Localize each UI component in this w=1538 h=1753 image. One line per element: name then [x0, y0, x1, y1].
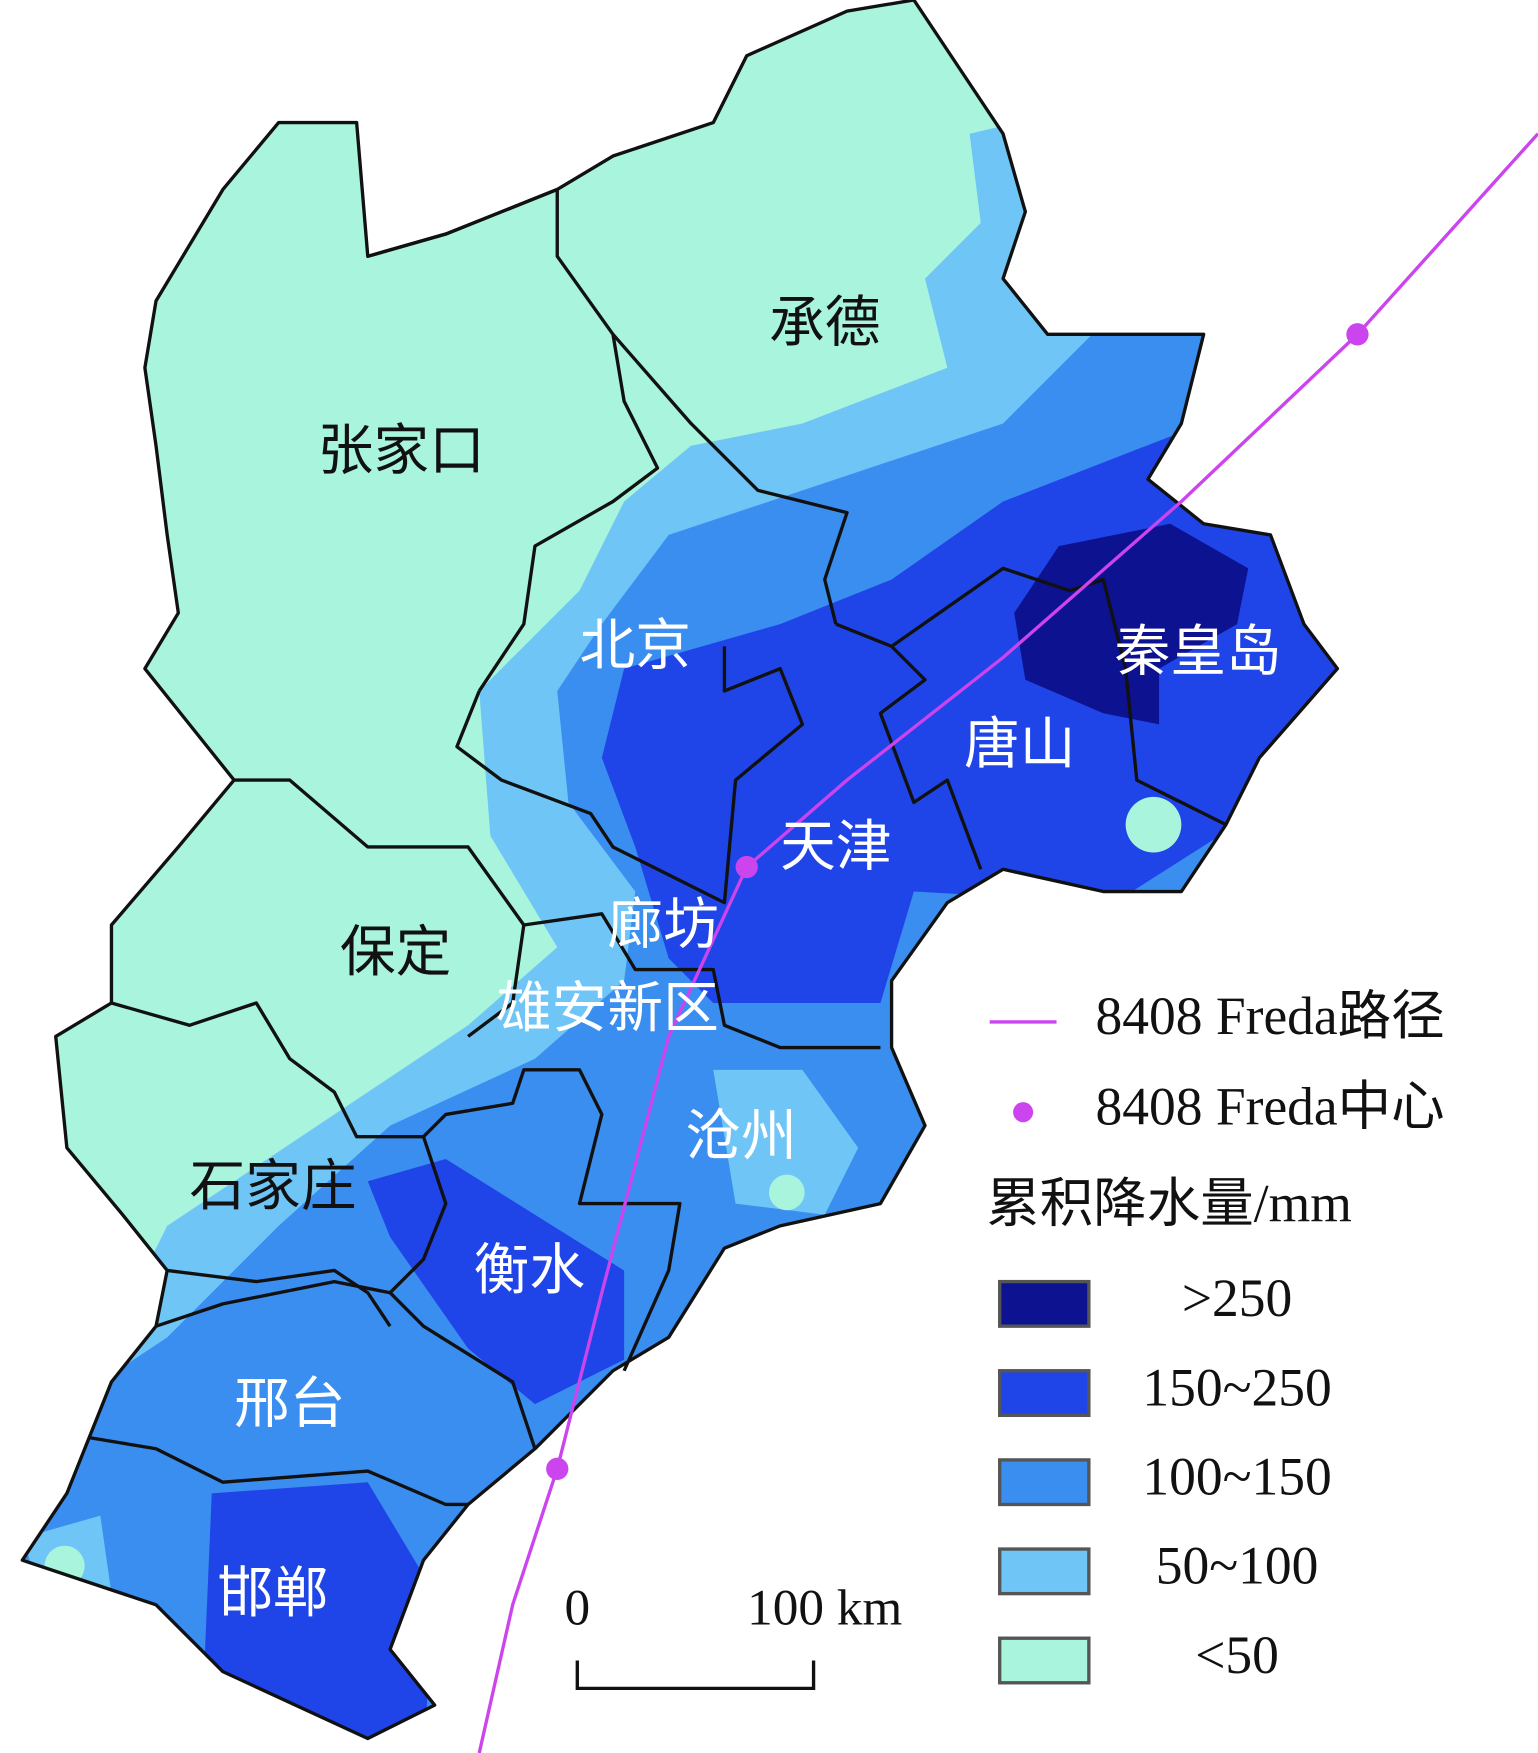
border-line	[234, 778, 526, 1038]
city-label: 石家庄	[189, 1156, 356, 1218]
legend-swatch	[998, 1279, 1091, 1328]
city-labels: 张家口 承德 北京 秦皇岛 唐山 天津 保定 廊坊 雄安新区 沧州 石家庄 衡水…	[189, 293, 1281, 1625]
border-line	[367, 187, 660, 692]
border-line	[523, 912, 881, 1050]
border-line	[155, 1279, 391, 1328]
track-center	[1346, 323, 1369, 346]
legend-center-symbol	[1013, 1102, 1034, 1123]
legend-label: >250	[1182, 1268, 1292, 1328]
border-line	[110, 1001, 424, 1139]
city-label: 沧州	[685, 1106, 796, 1168]
legend-swatch	[998, 1369, 1091, 1417]
city-label: 廊坊	[607, 894, 718, 956]
city-label: 保定	[340, 922, 451, 984]
legend: 8408 Freda路径 8408 Freda中心 累积降水量/mm >250 1…	[986, 986, 1444, 1685]
legend-label: 150~250	[1142, 1357, 1331, 1417]
border-line	[88, 1435, 469, 1507]
scale-label: 0	[564, 1579, 590, 1636]
city-label: 衡水	[474, 1240, 585, 1302]
border-line	[611, 333, 849, 625]
legend-swatch	[998, 1458, 1091, 1507]
city-label: 天津	[780, 816, 891, 878]
legend-title: 累积降水量/mm	[986, 1173, 1352, 1233]
legend-swatch	[998, 1636, 1091, 1685]
city-label: 承德	[769, 293, 880, 355]
city-label: 邯郸	[217, 1563, 328, 1625]
border-line	[455, 646, 805, 905]
track-centers	[546, 323, 1369, 1480]
legend-label: 8408 Freda路径	[1096, 986, 1445, 1046]
border-line	[890, 566, 1227, 827]
track-center	[735, 855, 758, 879]
city-label: 唐山	[964, 714, 1075, 776]
zone	[22, 1069, 859, 1605]
scale-label: 100 km	[747, 1579, 902, 1636]
track-center	[546, 1457, 569, 1480]
scale-bar-line	[575, 1660, 816, 1691]
city-label: 北京	[580, 616, 691, 678]
legend-label: 50~100	[1156, 1536, 1319, 1596]
legend-label: 8408 Freda中心	[1096, 1076, 1445, 1136]
border-line	[422, 1068, 682, 1372]
city-label: 雄安新区	[496, 978, 719, 1040]
legend-label: 100~150	[1142, 1446, 1331, 1506]
prefecture-borders	[88, 187, 1227, 1507]
city-label: 张家口	[318, 421, 485, 483]
zone	[200, 423, 1338, 1739]
legend-swatch	[998, 1547, 1091, 1596]
zone	[1014, 523, 1249, 725]
scale-bar: 0 100 km	[564, 1579, 902, 1691]
legend-classes: >250 150~250 100~150 50~100 <50	[998, 1268, 1332, 1685]
city-label: 秦皇岛	[1114, 621, 1281, 683]
legend-label: <50	[1195, 1625, 1279, 1685]
border-line	[166, 1268, 392, 1328]
city-label: 邢台	[234, 1374, 345, 1436]
